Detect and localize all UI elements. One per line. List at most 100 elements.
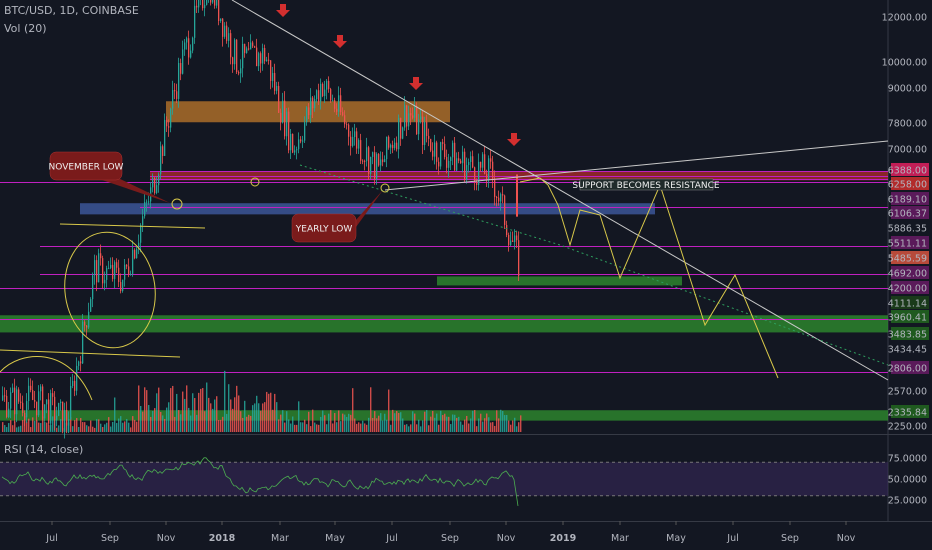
candle-body [318,90,320,102]
low-marker [250,177,260,187]
volume-bar [290,423,292,432]
volume-bar [352,388,354,432]
volume-bar [192,393,194,432]
volume-bar [76,418,78,432]
candle-body [230,33,232,58]
volume-bar [286,411,288,432]
volume-bar [288,419,290,432]
candle-body [2,395,4,401]
volume-bar [188,407,190,432]
candle-body [294,150,296,153]
candle-body [22,402,24,413]
candle-body [194,5,196,38]
candle-body [502,194,504,196]
volume-bar [256,395,258,432]
volume-bar [240,411,242,432]
volume-bar [404,424,406,432]
price-tick-label: 4111.14 [888,299,927,310]
time-tick-label: 2018 [209,533,236,544]
volume-bar [316,424,318,432]
symbol-label[interactable]: BTC/USD, 1D, COINBASE [4,4,139,17]
price-tick-label: 2806.00 [888,364,927,375]
candle-body [358,140,360,149]
volume-bar [266,391,268,432]
candle-body [166,119,168,127]
volume-bar [280,414,282,432]
volume-bar [150,416,152,432]
candle-body [414,106,416,118]
candle-body [252,42,254,47]
november-low-marker [171,198,183,210]
volume-bar [56,427,58,432]
candle-body [454,142,456,171]
volume-bar [312,409,314,432]
candle-body [82,321,84,364]
yearly-low-callout: YEARLY LOW [291,190,383,243]
volume-label[interactable]: Vol (20) [4,22,47,35]
volume-bar [120,416,122,432]
candle-body [32,389,34,400]
volume-bar [258,403,260,432]
volume-bar [318,424,320,432]
rsi-label[interactable]: RSI (14, close) [4,443,84,456]
volume-bar [508,420,510,432]
time-tick-label: Mar [271,533,289,544]
volume-bar [168,402,170,432]
candle-body [190,50,192,58]
volume-bar [498,418,500,432]
volume-bar [330,410,332,432]
volume-bar [294,424,296,432]
volume-bar [216,396,218,432]
volume-bar [284,422,286,432]
candle-body [500,194,502,202]
volume-bar [2,422,4,432]
candle-body [62,401,64,432]
price-tag [891,192,929,205]
volume-bar [436,413,438,432]
rsi-tick-label: 75.0000 [888,454,927,465]
volume-bar [428,425,430,432]
volume-bar [438,424,440,432]
candle-body [400,117,402,139]
candle-body [490,158,492,162]
candle-body [444,143,446,158]
candle-body [246,48,248,53]
volume-bar [36,420,38,432]
volume-bar [484,418,486,432]
candle-body [344,115,346,125]
candle-body [468,161,470,166]
price-tag [891,405,929,418]
candle-body [126,264,128,267]
candle-body [140,225,142,243]
candle-body [212,0,214,3]
candle-body [512,240,514,242]
volume-bar [518,422,520,432]
volume-bar [116,423,118,432]
price-tag [891,236,929,249]
candle-body [320,83,322,102]
volume-bar [464,419,466,432]
candle-body [480,161,482,168]
candle-body [74,380,76,391]
price-tick-label: 2570.00 [888,387,927,398]
candle-body [410,113,412,116]
candle-body [338,95,340,112]
price-tick-label: 5485.59 [888,254,927,265]
candle-body [26,401,28,418]
volume-bar [156,393,158,432]
down-arrow-icon [333,35,347,48]
time-tick-label: Jul [385,533,397,544]
volume-bar [162,415,164,432]
candle-body [204,4,206,9]
volume-bar [136,421,138,432]
volume-bar [306,424,308,432]
volume-bar [432,410,434,432]
volume-bar [304,419,306,432]
volume-bar [450,424,452,432]
volume-bar [264,402,266,432]
volume-bar [8,423,10,432]
candle-body [332,100,334,102]
price-tag [891,361,929,374]
price-tag [891,281,929,294]
